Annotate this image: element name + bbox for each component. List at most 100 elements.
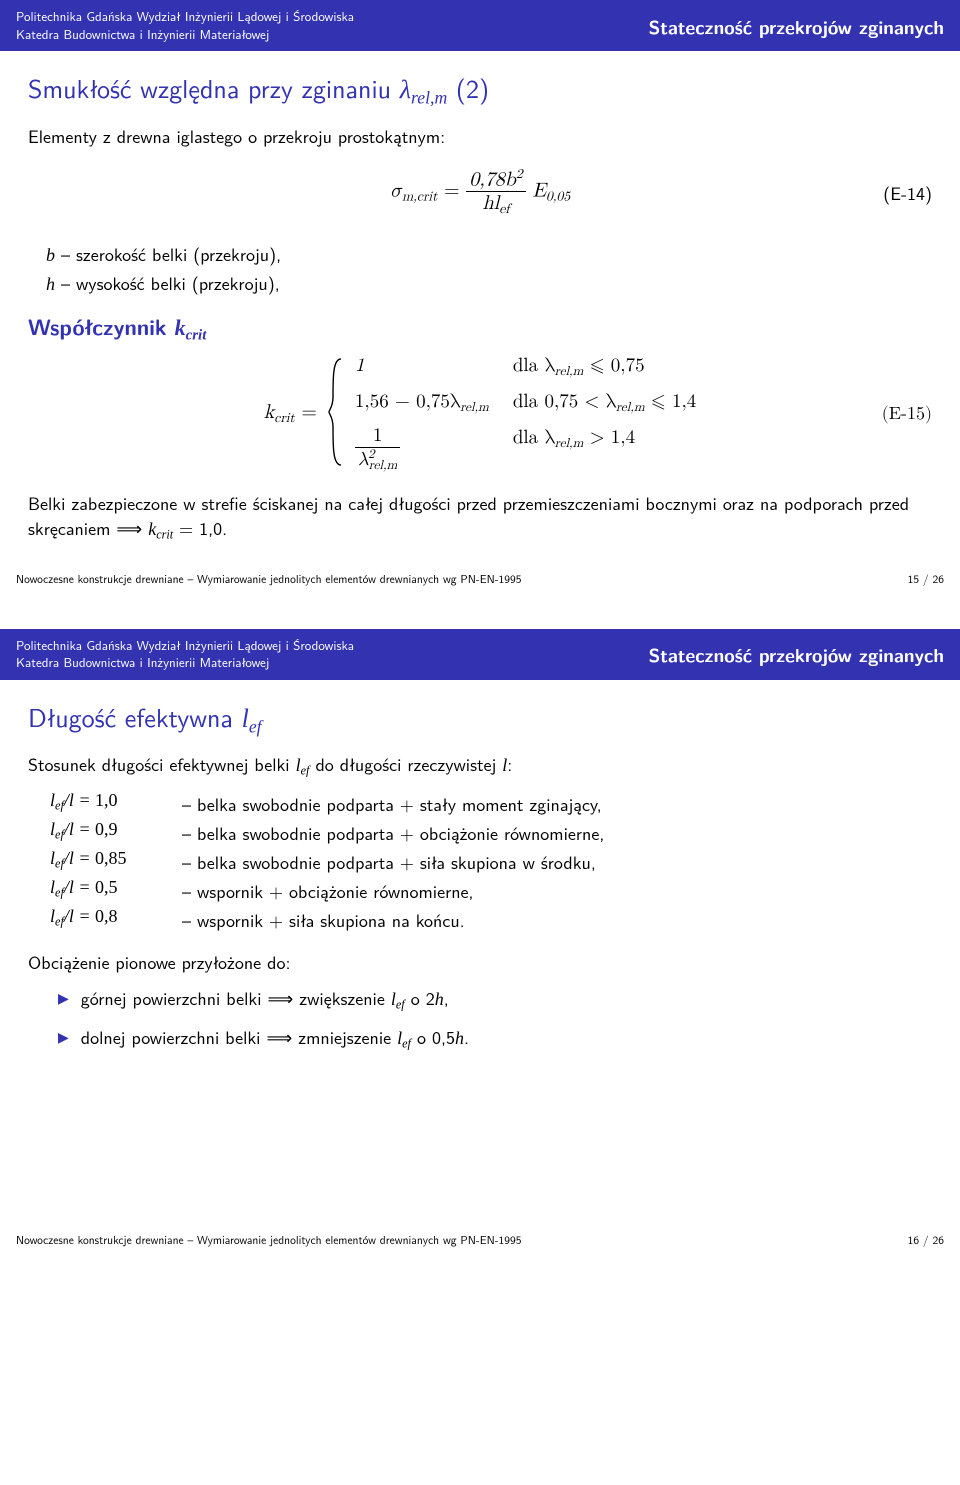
r2-dash: – xyxy=(182,848,197,875)
slide-2: Politechnika Gdańska Wydział Inżynierii … xyxy=(0,629,960,1259)
slide-2-content: Długość efektywna lef Stosunek długości … xyxy=(0,680,960,1074)
header-line-2: Katedra Budownictwa i Inżynierii Materia… xyxy=(16,26,354,44)
intro-post: : xyxy=(507,750,512,777)
r0-val: 1,0 xyxy=(95,790,118,810)
slide-1-content: Smukłość względna przy zginaniu λrel,m (… xyxy=(0,51,960,561)
footer2-page: 16 / 26 xyxy=(908,1231,944,1248)
r2-div: /l = xyxy=(64,848,95,868)
header-affiliation-2: Politechnika Gdańska Wydział Inżynierii … xyxy=(16,637,354,672)
slide-1-subtitle: Elementy z drewna iglastego o przekroju … xyxy=(28,122,932,149)
r1-div: /l = xyxy=(64,819,95,839)
case2-cond: dla 0,75 < λrel,m ⩽ 1,4 xyxy=(513,390,696,416)
ratio-row-2: lef/l = 0,85 – belka swobodnie podparta … xyxy=(50,848,932,875)
b0-h: h xyxy=(435,989,444,1009)
eq-E: E xyxy=(532,181,546,201)
eq-E-sub: 0,05 xyxy=(546,190,570,204)
case3-num: 1 xyxy=(355,426,400,448)
title-symbol-lambda: λrel,m xyxy=(400,75,447,104)
case3-cond-pre: dla λ xyxy=(513,428,555,447)
case3-den-lambda: λ xyxy=(358,450,368,469)
case3-value: 1 λ2rel,m xyxy=(355,426,489,474)
intro-mid: do długości rzeczywistej xyxy=(309,750,502,777)
r1-desc: belka swobodnie podparta + obciążonie ró… xyxy=(197,819,604,846)
case1-cond-pre: dla λ xyxy=(513,356,555,375)
title2-prefix: Długość efektywna xyxy=(28,698,242,736)
case1-cond: dla λrel,m ⩽ 0,75 xyxy=(513,354,696,380)
r1-dash: – xyxy=(182,819,197,846)
bullet-1-text: dolnej powierzchni belki ⟹ zmniejszenie … xyxy=(81,1023,469,1052)
case3-cond-post: > 1,4 xyxy=(583,428,635,447)
b1-mid: o 0,5 xyxy=(411,1023,455,1050)
case2-cond-sub: rel,m xyxy=(616,401,645,414)
subsection-text: Współczynnik xyxy=(28,310,175,342)
intro-pre: Stosunek długości efektywnej belki xyxy=(28,750,296,777)
eq-e15-label: (E-15) xyxy=(882,403,932,425)
r2-sub: ef xyxy=(55,856,64,870)
case2-cond-pre: dla 0,75 < λ xyxy=(513,392,616,411)
b0-sub: ef xyxy=(396,998,405,1012)
eq-fraction: 0,78b2 hlef xyxy=(466,167,525,217)
r4-val: 0,8 xyxy=(95,906,118,926)
r4-desc: wspornik + siła skupiona na końcu. xyxy=(197,906,465,933)
r0-sub: ef xyxy=(55,798,64,812)
title-text-prefix: Smukłość względna przy zginaniu xyxy=(28,69,400,107)
ratio-row-4: lef/l = 0,8 – wspornik + siła skupiona n… xyxy=(50,906,932,933)
r1-val: 0,9 xyxy=(95,819,118,839)
footer-page: 15 / 26 xyxy=(908,570,944,587)
r2-val: 0,85 xyxy=(95,848,127,868)
r3-desc: wspornik + obciążonie równomierne, xyxy=(197,877,474,904)
kcrit-k: k xyxy=(264,402,275,422)
header-section-title: Stateczność przekrojów zginanych xyxy=(649,12,944,40)
def-h-text: – wysokość belki (przekroju), xyxy=(55,269,280,296)
ratio-row-0: lef/l = 1,0 – belka swobodnie podparta +… xyxy=(50,790,932,817)
b0-pre: górnej powierzchni belki ⟹ zwiększenie xyxy=(81,984,391,1011)
def-h: h – wysokość belki (przekroju), xyxy=(46,269,932,296)
eq-sigma: σ xyxy=(390,181,402,201)
header-affiliation: Politechnika Gdańska Wydział Inżynierii … xyxy=(16,8,354,43)
eq-den-sub: ef xyxy=(499,202,509,216)
load-intro: Obciążenie pionowe przyłożone do: xyxy=(28,949,932,974)
case1-cond-sub: rel,m xyxy=(555,365,584,378)
slide-header: Politechnika Gdańska Wydział Inżynierii … xyxy=(0,0,960,51)
case3-cond: dla λrel,m > 1,4 xyxy=(513,426,696,474)
kcrit-note: Belki zabezpieczone w strefie ściskanej … xyxy=(28,490,932,544)
slide-1-footer: Nowoczesne konstrukcje drewniane – Wymia… xyxy=(0,562,960,597)
equation-e15: kcrit = 1 dla λrel,m ⩽ 0,75 1,56 − 0,75λ… xyxy=(28,354,932,473)
bullet-list: ▶ górnej powierzchni belki ⟹ zwiększenie… xyxy=(58,984,932,1051)
ratio-row-3: lef/l = 0,5 – wspornik + obciążonie równ… xyxy=(50,877,932,904)
triangle-bullet-icon: ▶ xyxy=(58,1027,69,1047)
header2-line-2: Katedra Budownictwa i Inżynierii Materia… xyxy=(16,654,354,672)
kcrit-k-sub: crit xyxy=(274,411,294,425)
eq-den: hl xyxy=(483,193,500,213)
r4-div: /l = xyxy=(64,906,95,926)
case2-value: 1,56 − 0,75λrel,m xyxy=(355,390,489,416)
slide-1-title: Smukłość względna przy zginaniu λrel,m (… xyxy=(28,69,932,108)
b1-pre: dolnej powierzchni belki ⟹ zmniejszenie xyxy=(81,1023,397,1050)
r0-dash: – xyxy=(182,790,197,817)
header-line-1: Politechnika Gdańska Wydział Inżynierii … xyxy=(16,8,354,26)
r3-sub: ef xyxy=(55,885,64,899)
r0-div: /l = xyxy=(64,790,95,810)
bullet-0-text: górnej powierzchni belki ⟹ zwiększenie l… xyxy=(81,984,449,1013)
case2-val-pre: 1,56 − 0,75λ xyxy=(355,392,460,411)
r3-val: 0,5 xyxy=(95,877,118,897)
def-b-text: – szerokość belki (przekroju), xyxy=(55,240,281,267)
note-post: = 1,0. xyxy=(173,514,227,541)
slide-header-2: Politechnika Gdańska Wydział Inżynierii … xyxy=(0,629,960,680)
case2-cond-post: ⩽ 1,4 xyxy=(645,392,697,411)
eq-e14-label: (E-14) xyxy=(883,179,932,206)
r2-desc: belka swobodnie podparta + siła skupiona… xyxy=(197,848,596,875)
ratio-list: lef/l = 1,0 – belka swobodnie podparta +… xyxy=(50,790,932,933)
triangle-bullet-icon: ▶ xyxy=(58,988,69,1008)
def-b-sym: b xyxy=(46,245,55,265)
b1-sub: ef xyxy=(402,1036,411,1050)
kcrit-equals: = xyxy=(295,402,317,422)
b0-post: , xyxy=(444,984,449,1011)
subsection-kcrit: Współczynnik kcrit xyxy=(28,310,932,344)
case1-cond-post: ⩽ 0,75 xyxy=(583,356,644,375)
b0-mid: o 2 xyxy=(405,984,435,1011)
case1-value: 1 xyxy=(355,354,489,380)
eq-sigma-sub: m,crit xyxy=(402,190,438,204)
case3-den-sub: rel,m xyxy=(369,459,398,472)
eq-e14-body: σm,crit = 0,78b2 hlef E0,05 xyxy=(390,167,570,217)
